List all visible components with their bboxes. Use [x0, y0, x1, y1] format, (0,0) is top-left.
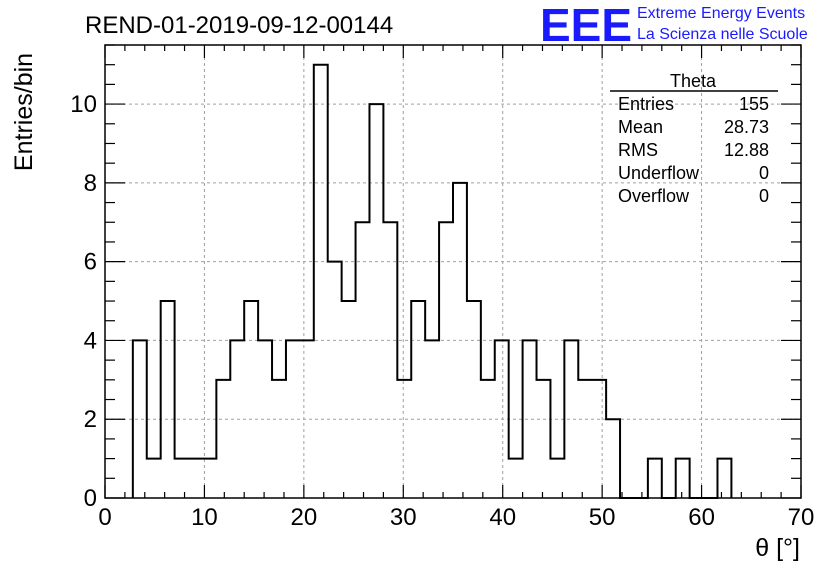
- grid-lines: [105, 45, 801, 498]
- logo-line-1: Extreme Energy Events: [637, 5, 805, 22]
- stats-value: 155: [739, 94, 769, 114]
- x-axis-label: θ [°]: [755, 534, 800, 562]
- x-tick-label: 10: [191, 504, 218, 531]
- y-tick-label: 4: [84, 327, 97, 354]
- stats-value: 0: [759, 163, 769, 183]
- x-tick-label: 0: [98, 504, 111, 531]
- y-tick-label: 2: [84, 406, 97, 433]
- x-tick-label: 40: [489, 504, 516, 531]
- plot-frame: [104, 44, 802, 499]
- stats-title: Theta: [670, 71, 717, 91]
- stats-value: 12.88: [724, 140, 769, 160]
- run-title: REND-01-2019-09-12-00144: [85, 12, 393, 39]
- stats-label: Mean: [618, 117, 663, 137]
- tick-labels: 0 10 20 30 40 50 60 70 0 2 4 6 8 10: [70, 91, 814, 531]
- stats-label: RMS: [618, 140, 658, 160]
- x-tick-label: 50: [589, 504, 616, 531]
- axis-ticks: [104, 44, 802, 499]
- x-tick-label: 20: [291, 504, 318, 531]
- eee-logo: EEE: [540, 0, 632, 51]
- stats-label: Overflow: [618, 186, 690, 206]
- y-tick-label: 10: [70, 91, 97, 118]
- y-tick-label: 0: [84, 485, 97, 512]
- stats-value: 28.73: [724, 117, 769, 137]
- y-tick-label: 8: [84, 170, 97, 197]
- y-axis-label: Entries/bin: [10, 53, 38, 171]
- x-tick-label: 60: [688, 504, 715, 531]
- x-tick-label: 30: [390, 504, 417, 531]
- x-tick-label: 70: [788, 504, 815, 531]
- stats-box: Theta Entries 155 Mean 28.73 RMS 12.88 Underfl…: [610, 71, 778, 206]
- logo-line-2: La Scienza nelle Scuole: [637, 26, 808, 43]
- y-tick-label: 6: [84, 249, 97, 276]
- stats-rows: Entries 155 Mean 28.73 RMS 12.88 Underflow 0 Ove…: [618, 94, 769, 206]
- stats-value: 0: [759, 186, 769, 206]
- stats-label: Entries: [618, 94, 674, 114]
- stats-label: Underflow: [618, 163, 700, 183]
